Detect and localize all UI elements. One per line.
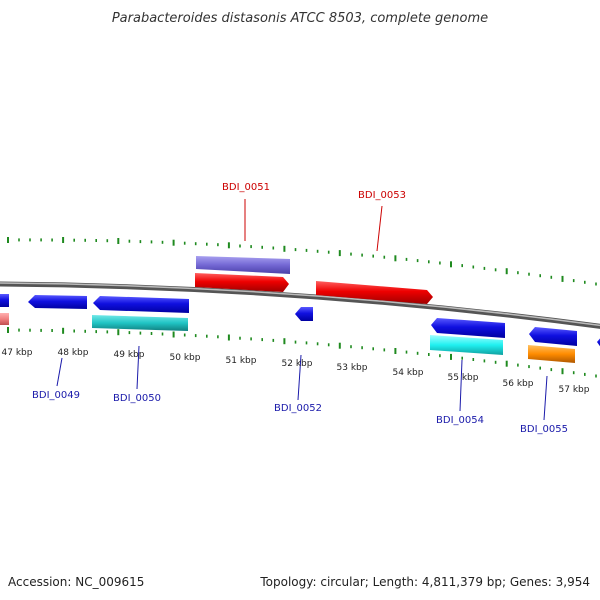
gene-label-bdi-0054[interactable]: BDI_0054	[436, 415, 484, 426]
scale-label-57-kbp: 57 kbp	[559, 385, 590, 395]
leader-bdi-0050	[136, 345, 140, 390]
gene-bdi-0051-top-feature[interactable]	[196, 256, 290, 274]
genome-summary-text: Topology: circular; Length: 4,811,379 bp…	[259, 575, 590, 589]
gene-bdi-0049-arrow[interactable]	[28, 295, 87, 309]
accession-text: Accession: NC_009615	[8, 575, 144, 589]
leader-bdi-0053	[376, 205, 383, 252]
inner-tick-track	[7, 327, 597, 378]
leader-bdi-0052	[297, 354, 302, 401]
leader-bdi-0054	[459, 359, 463, 412]
genome-backbone	[0, 281, 600, 329]
gene-bdi-0052-arrow[interactable]	[295, 307, 313, 321]
scale-label-54-kbp: 54 kbp	[393, 368, 424, 378]
outer-tick-track	[7, 237, 597, 286]
page-title: Parabacteroides distasonis ATCC 8503, co…	[112, 11, 488, 26]
gene-bdi-0054-cds-feature[interactable]	[430, 335, 503, 355]
leader-bdi-0055	[543, 375, 548, 421]
gene-label-bdi-0055[interactable]: BDI_0055	[520, 424, 568, 435]
gene-label-bdi-0049[interactable]: BDI_0049	[32, 390, 80, 401]
scale-label-47-kbp: 47 kbp	[2, 348, 33, 358]
gene-bdi-0054-arrow[interactable]	[431, 318, 505, 338]
scale-labels: 47 kbp 48 kbp 49 kbp 50 kbp 51 kbp 52 kb…	[2, 348, 590, 395]
gene-label-bdi-0053[interactable]: BDI_0053	[358, 190, 406, 201]
scale-label-53-kbp: 53 kbp	[337, 363, 368, 373]
scale-label-56-kbp: 56 kbp	[503, 379, 534, 389]
gene-bdi-0055-arrow[interactable]	[529, 327, 577, 346]
gene-right-edge-arrow[interactable]	[597, 336, 600, 349]
scale-label-50-kbp: 50 kbp	[170, 353, 201, 363]
gene-bdi-0050-arrow[interactable]	[93, 296, 189, 313]
gene-bdi-0055-cds-feature[interactable]	[528, 345, 575, 363]
scale-label-51-kbp: 51 kbp	[226, 356, 257, 366]
gene-bdi-0053-arrow[interactable]	[316, 281, 433, 304]
scale-label-55-kbp: 55 kbp	[448, 373, 479, 383]
scale-label-48-kbp: 48 kbp	[58, 348, 89, 358]
leader-bdi-0049	[56, 357, 63, 387]
gene-label-bdi-0052[interactable]: BDI_0052	[274, 403, 322, 414]
gene-left-edge-arrow[interactable]	[0, 294, 9, 307]
gene-label-bdi-0050[interactable]: BDI_0050	[113, 393, 161, 404]
scale-label-49-kbp: 49 kbp	[114, 350, 145, 360]
gene-label-bdi-0051[interactable]: BDI_0051	[222, 182, 270, 193]
gene-left-edge-pink-feature[interactable]	[0, 313, 9, 325]
gene-bdi-0050-cds-feature[interactable]	[92, 315, 188, 331]
scale-label-52-kbp: 52 kbp	[282, 359, 313, 369]
gene-bdi-0051-arrow[interactable]	[195, 273, 289, 292]
